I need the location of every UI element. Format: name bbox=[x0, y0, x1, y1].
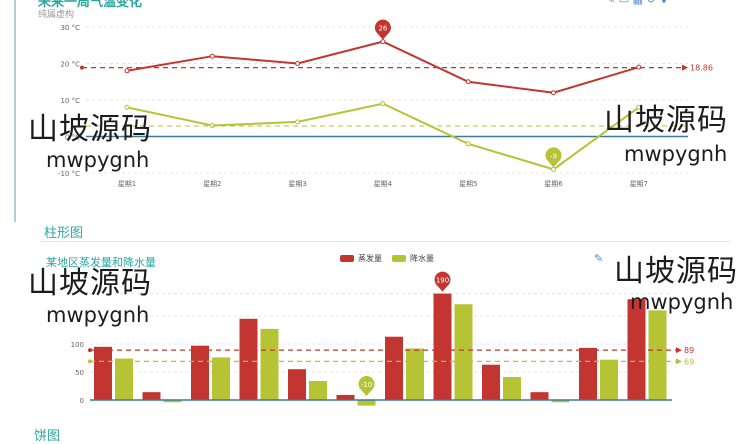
bar-evaporation bbox=[239, 318, 258, 400]
bar-y-tick-label: 0 bbox=[80, 397, 84, 405]
line-average-start bbox=[80, 65, 84, 70]
watermark-cn-3: 山坡源码 bbox=[28, 266, 152, 301]
bar-average-arrow bbox=[676, 358, 682, 365]
bar-precipitation bbox=[454, 304, 473, 400]
bar-average-arrow bbox=[676, 347, 682, 354]
bar-precipitation bbox=[357, 400, 376, 406]
line-chart-title: 未来一周气温变化 bbox=[38, 0, 143, 10]
bar-precipitation bbox=[260, 328, 279, 400]
line-point bbox=[551, 90, 556, 96]
line-min-marker-label: -9 bbox=[550, 152, 557, 160]
watermark-cn-2: 山坡源码 bbox=[604, 103, 728, 138]
bar-precipitation bbox=[406, 348, 424, 400]
watermark-cn-1: 山坡源码 bbox=[28, 112, 152, 147]
line-y-tick-label: 10 °C bbox=[60, 97, 80, 105]
bar-average-start bbox=[88, 359, 92, 364]
bar-precipitation bbox=[212, 357, 230, 400]
bar-max-marker-label: 190 bbox=[436, 277, 449, 285]
left-border-rule bbox=[14, 0, 16, 222]
bar-evaporation bbox=[482, 364, 500, 400]
bar-evaporation bbox=[288, 369, 306, 400]
bar-precipitation bbox=[503, 377, 521, 400]
legend-label-evaporation: 蒸发量 bbox=[358, 254, 382, 263]
bar-evaporation bbox=[627, 299, 646, 400]
bar-min-marker bbox=[358, 376, 375, 392]
line-y-tick-label: 20 °C bbox=[60, 61, 80, 69]
line-x-tick-label: 星期7 bbox=[630, 180, 648, 188]
line-y-tick-label: 30 °C bbox=[60, 24, 80, 32]
line-average-label: 18.86 bbox=[690, 64, 713, 73]
bar-average-label: 69 bbox=[684, 357, 694, 366]
bar-section-divider bbox=[40, 241, 730, 242]
legend-swatch-evaporation bbox=[340, 255, 354, 262]
line-point bbox=[465, 79, 471, 85]
line-max-marker-label: 26 bbox=[378, 25, 387, 33]
line-average-arrow bbox=[682, 64, 688, 71]
watermark-en-2: mwpygnh bbox=[624, 142, 728, 166]
legend-item-precipitation[interactable]: 降水量 bbox=[392, 253, 434, 264]
watermark-cn-4: 山坡源码 bbox=[614, 254, 738, 289]
line-y-tick-label: 0 °C bbox=[65, 134, 80, 142]
bar-y-tick-label: 100 bbox=[71, 341, 84, 349]
line-x-tick-label: 星期1 bbox=[118, 180, 136, 188]
bar-chart-title: 某地区蒸发量和降水量 bbox=[46, 256, 156, 269]
line-x-tick-label: 星期5 bbox=[459, 180, 477, 188]
line-chart-subtitle: 纯属虚构 bbox=[38, 10, 75, 20]
line-point bbox=[380, 39, 386, 45]
line-point bbox=[295, 61, 301, 66]
line-point bbox=[124, 68, 130, 74]
bar-min-marker-label: -10 bbox=[361, 381, 372, 389]
bar-precipitation bbox=[163, 400, 182, 403]
bar-max-marker bbox=[434, 271, 451, 288]
line-min-marker bbox=[545, 147, 562, 164]
line-y-tick-label: -10 °C bbox=[58, 170, 80, 178]
line-point bbox=[209, 53, 215, 59]
bar-precipitation bbox=[115, 358, 133, 400]
bar-evaporation bbox=[530, 392, 549, 400]
legend-item-evaporation[interactable]: 蒸发量 bbox=[340, 253, 382, 264]
bar-evaporation bbox=[385, 336, 403, 400]
bar-evaporation bbox=[191, 345, 209, 400]
bar-evaporation bbox=[142, 392, 161, 400]
bar-y-tick-label: 50 bbox=[75, 369, 84, 377]
legend-label-precipitation: 降水量 bbox=[410, 254, 434, 263]
line-x-tick-label: 星期3 bbox=[288, 180, 306, 188]
bar-average-start bbox=[88, 348, 92, 353]
line-max-marker bbox=[374, 19, 391, 36]
legend-swatch-precipitation bbox=[392, 255, 406, 262]
bar-evaporation bbox=[94, 346, 112, 400]
line-x-tick-label: 星期4 bbox=[374, 180, 393, 188]
bar-evaporation bbox=[336, 394, 355, 400]
line-point bbox=[380, 101, 386, 107]
line-chart-toolbox[interactable]: ✎ ▭ ▦ ↺ ⬇ bbox=[606, 0, 668, 6]
watermark-en-4: mwpygnh bbox=[630, 290, 734, 314]
bar-evaporation bbox=[433, 293, 452, 400]
line-point bbox=[124, 104, 130, 110]
line-point bbox=[636, 104, 642, 110]
bar-chart-legend[interactable]: 蒸发量 降水量 bbox=[340, 253, 434, 264]
bar-section-title: 柱形图 bbox=[44, 226, 84, 241]
bar-precipitation bbox=[648, 310, 667, 400]
bar-evaporation bbox=[579, 347, 597, 400]
pie-section-title: 饼图 bbox=[34, 429, 61, 444]
watermark-en-1: mwpygnh bbox=[46, 148, 150, 172]
line-point bbox=[295, 119, 301, 125]
watermark-en-3: mwpygnh bbox=[46, 303, 150, 327]
line-x-tick-label: 星期2 bbox=[203, 180, 221, 188]
line-point bbox=[465, 141, 471, 147]
bar-chart-toolbox[interactable]: ✎ bbox=[594, 252, 604, 265]
bar-average-label: 89 bbox=[684, 346, 694, 355]
line-x-tick-label: 星期6 bbox=[544, 180, 563, 188]
bar-precipitation bbox=[551, 400, 570, 403]
bar-precipitation bbox=[309, 380, 327, 400]
line-point bbox=[551, 166, 556, 172]
bar-precipitation bbox=[600, 359, 618, 400]
